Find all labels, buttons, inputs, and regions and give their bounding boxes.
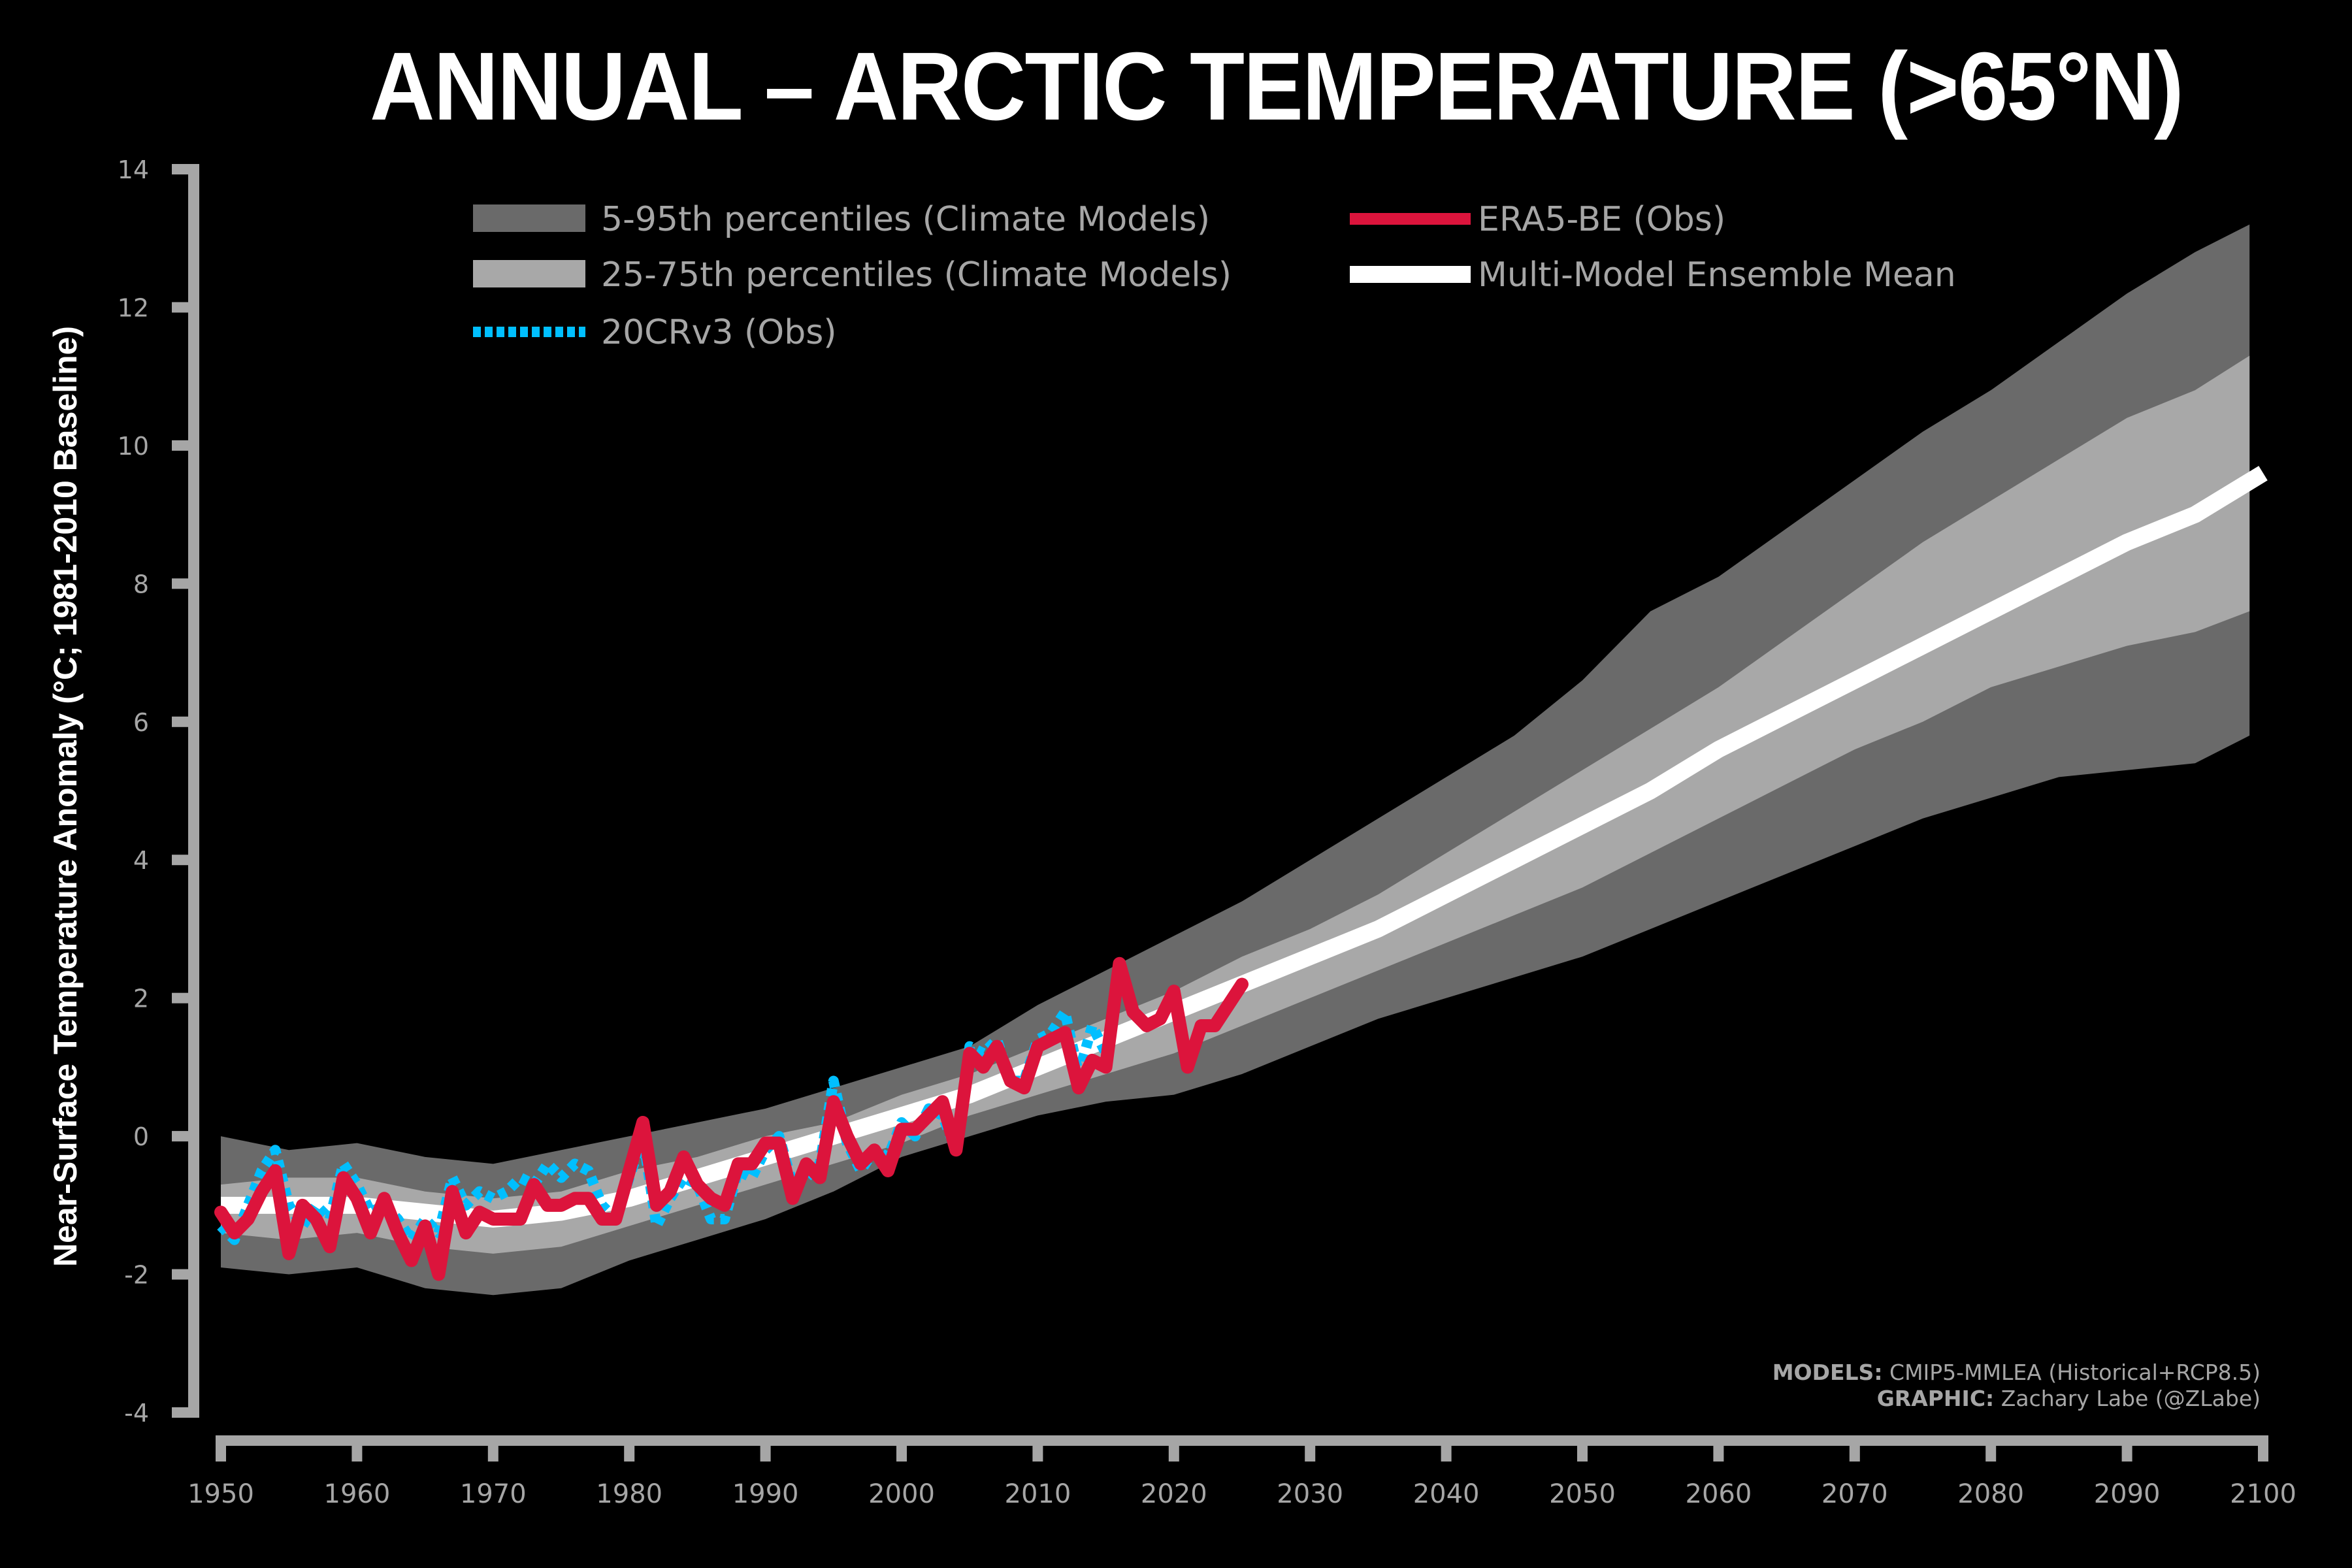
credit-line: GRAPHIC: Zachary Labe (@ZLabe) — [1877, 1386, 2261, 1411]
y-tick — [172, 440, 199, 451]
x-tick-label: 2000 — [868, 1479, 935, 1509]
lines-layer — [214, 466, 2268, 1281]
x-tick — [624, 1435, 635, 1462]
legend-swatch — [473, 204, 585, 232]
y-tick-label: 14 — [118, 155, 149, 184]
x-tick — [216, 1435, 226, 1462]
y-tick-label: 4 — [133, 846, 149, 875]
x-tick-label: 2080 — [1957, 1479, 2024, 1509]
x-tick — [1713, 1435, 1724, 1462]
y-tick-label: 6 — [133, 708, 149, 737]
x-tick — [1577, 1435, 1588, 1462]
x-tick — [1305, 1435, 1316, 1462]
credit-value: CMIP5-MMLEA (Historical+RCP8.5) — [1883, 1360, 2261, 1385]
y-tick-label: 12 — [118, 293, 149, 322]
y-tick-label: 10 — [118, 432, 149, 461]
line-era5-be-obs — [214, 956, 1249, 1281]
credit-key: MODELS: — [1772, 1360, 1883, 1385]
credit-value: Zachary Labe (@ZLabe) — [1994, 1386, 2261, 1411]
y-tick-label: -2 — [124, 1261, 149, 1290]
x-tick — [2258, 1435, 2268, 1462]
y-tick — [172, 578, 199, 589]
y-tick — [172, 855, 199, 866]
y-tick-label: -4 — [124, 1399, 149, 1428]
y-tick-label: 2 — [133, 985, 149, 1013]
x-tick — [1441, 1435, 1452, 1462]
x-tick-label: 2060 — [1686, 1479, 1752, 1509]
y-tick-label: 0 — [133, 1122, 149, 1151]
legend-label: 25-75th percentiles (Climate Models) — [601, 255, 1232, 295]
x-tick — [1849, 1435, 1860, 1462]
legend-label: ERA5-BE (Obs) — [1478, 200, 1725, 239]
x-tick-label: 2010 — [1005, 1479, 1071, 1509]
legend-item-20crv3-obs: 20CRv3 (Obs) — [473, 313, 837, 352]
x-tick-label: 2090 — [2094, 1479, 2161, 1509]
y-tick — [172, 716, 199, 727]
legend-item-25-75th-percentiles-climate-models: 25-75th percentiles (Climate Models) — [473, 255, 1232, 295]
bands-layer — [221, 224, 2250, 1296]
credit-key: GRAPHIC: — [1877, 1386, 1995, 1411]
band-5-95th-percentiles-climate-models — [221, 224, 2250, 1296]
x-tick — [1985, 1435, 1997, 1462]
x-tick-label: 2070 — [1821, 1479, 1888, 1509]
x-tick-label: 2030 — [1277, 1479, 1343, 1509]
legend-swatch — [473, 260, 585, 287]
x-tick — [760, 1435, 771, 1462]
x-tick — [351, 1435, 363, 1462]
credits: MODELS: CMIP5-MMLEA (Historical+RCP8.5)G… — [1772, 1360, 2261, 1411]
x-axis-line — [216, 1435, 2268, 1446]
axes-layer: -4 -2 0 2 4 6 8 10 12 14 1950 1960 1970 1980 1990 2000 2… — [118, 155, 2296, 1509]
x-tick-label: 1990 — [732, 1479, 799, 1509]
y-tick — [172, 164, 199, 174]
x-tick-label: 1960 — [324, 1479, 391, 1509]
y-tick — [172, 1407, 199, 1418]
y-tick — [172, 1131, 199, 1142]
chart-title: ANNUAL – ARCTIC TEMPERATURE (>65°N) — [370, 33, 2184, 140]
x-tick-label: 1980 — [596, 1479, 662, 1509]
y-tick-label: 8 — [133, 570, 149, 598]
x-tick — [487, 1435, 498, 1462]
legend-item-multi-model-ensemble-mean: Multi-Model Ensemble Mean — [1350, 255, 1956, 295]
x-tick-label: 2050 — [1549, 1479, 1616, 1509]
y-tick — [172, 1269, 199, 1280]
y-tick — [172, 302, 199, 313]
x-tick — [1032, 1435, 1043, 1462]
legend-label: 5-95th percentiles (Climate Models) — [601, 200, 1210, 239]
x-tick-label: 1950 — [188, 1479, 254, 1509]
legend-item-era5-be-obs: ERA5-BE (Obs) — [1350, 200, 1725, 239]
x-tick-label: 2040 — [1413, 1479, 1480, 1509]
legend-label: Multi-Model Ensemble Mean — [1478, 255, 1956, 295]
y-tick — [172, 992, 199, 1004]
x-tick — [896, 1435, 907, 1462]
legend-label: 20CRv3 (Obs) — [601, 313, 837, 352]
legend: 5-95th percentiles (Climate Models) 25-75… — [473, 200, 1956, 352]
legend-item-5-95th-percentiles-climate-models: 5-95th percentiles (Climate Models) — [473, 200, 1210, 239]
x-tick-label: 1970 — [460, 1479, 527, 1509]
x-tick-label: 2100 — [2230, 1479, 2296, 1509]
x-tick-label: 2020 — [1141, 1479, 1207, 1509]
credit-line: MODELS: CMIP5-MMLEA (Historical+RCP8.5) — [1772, 1360, 2261, 1385]
x-tick — [1168, 1435, 1179, 1462]
x-tick — [2121, 1435, 2132, 1462]
y-axis-line — [188, 164, 199, 1418]
